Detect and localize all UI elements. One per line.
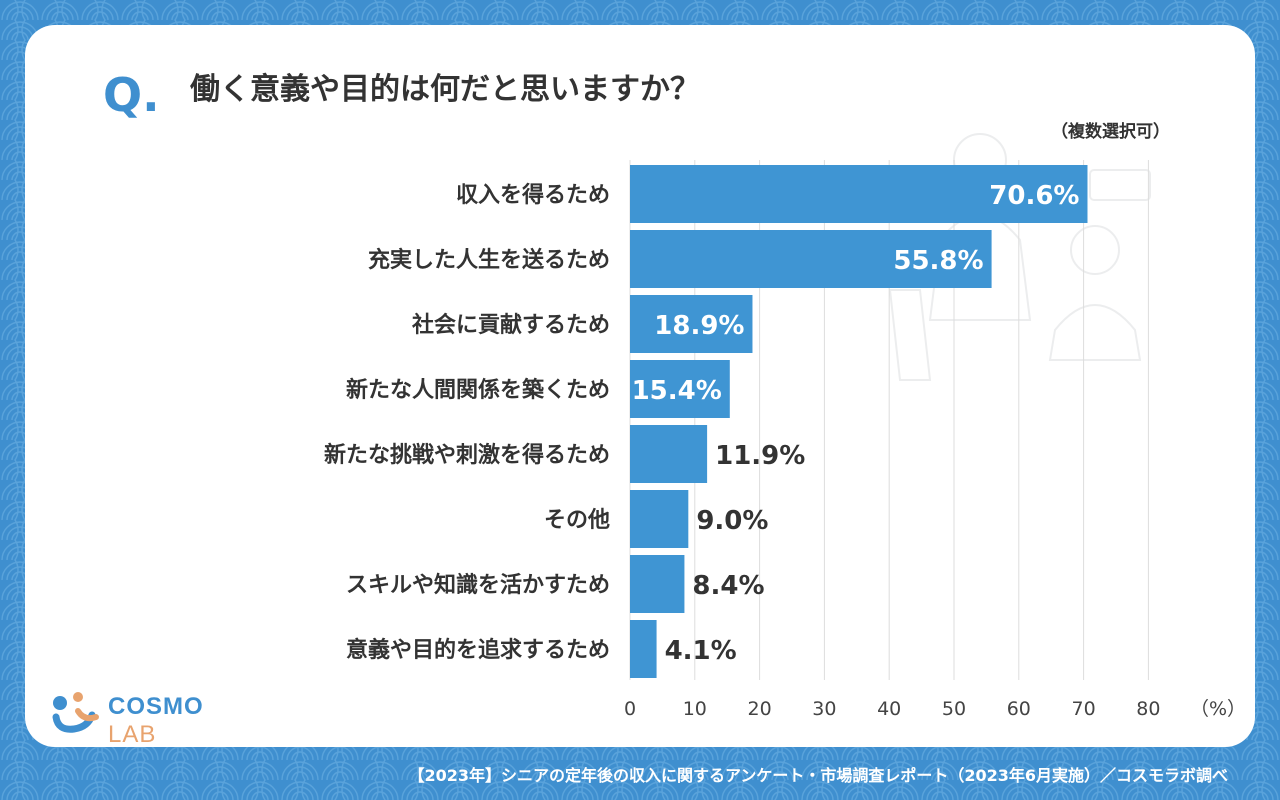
x-tick-label: 70 bbox=[1072, 698, 1096, 720]
logo-text: COSMO LAB bbox=[108, 693, 248, 749]
category-label: 充実した人生を送るため bbox=[368, 247, 610, 273]
logo-sub-text: LAB bbox=[108, 721, 157, 748]
cosmo-lab-logo: COSMO LAB bbox=[48, 685, 248, 748]
category-label: 収入を得るため bbox=[456, 182, 610, 208]
bar bbox=[630, 490, 689, 548]
bar bbox=[630, 230, 992, 288]
multiple-choice-note: （複数選択可） bbox=[1051, 122, 1170, 142]
category-label: 意義や目的を追求するため bbox=[346, 637, 610, 663]
value-label: 11.9% bbox=[715, 441, 805, 471]
category-label: スキルや知識を活かすため bbox=[346, 572, 610, 598]
x-unit-label: （%） bbox=[1190, 698, 1246, 720]
logo-icon bbox=[52, 692, 99, 733]
value-label: 18.9% bbox=[654, 311, 744, 341]
x-tick-label: 40 bbox=[877, 698, 901, 720]
bar bbox=[630, 165, 1088, 223]
value-label: 9.0% bbox=[696, 506, 768, 536]
value-label: 55.8% bbox=[893, 246, 983, 276]
source-footer: 【2023年】シニアの定年後の収入に関するアンケート・市場調査レポート（2023… bbox=[408, 766, 1228, 785]
category-label: 新たな挑戦や刺激を得るため bbox=[324, 442, 610, 468]
x-tick-label: 20 bbox=[748, 698, 772, 720]
category-label: その他 bbox=[544, 508, 610, 533]
category-label: 新たな人間関係を築くため bbox=[346, 377, 610, 403]
bar bbox=[630, 425, 708, 483]
category-label: 社会に貢献するため bbox=[412, 312, 610, 338]
logo-main-text: COSMO bbox=[108, 693, 204, 720]
x-tick-label: 10 bbox=[683, 698, 707, 720]
x-tick-label: 80 bbox=[1136, 698, 1160, 720]
x-tick-label: 30 bbox=[812, 698, 836, 720]
value-label: 8.4% bbox=[692, 571, 764, 601]
value-label: 70.6% bbox=[989, 181, 1079, 211]
x-tick-label: 0 bbox=[624, 698, 636, 720]
question-title: 働く意義や目的は何だと思いますか？ bbox=[190, 72, 700, 107]
question-mark-label: Q. bbox=[103, 68, 160, 122]
bar bbox=[630, 295, 753, 353]
x-tick-label: 60 bbox=[1007, 698, 1031, 720]
bar bbox=[630, 360, 730, 418]
value-label: 15.4% bbox=[632, 376, 722, 406]
bar bbox=[630, 555, 685, 613]
bar bbox=[630, 620, 657, 678]
value-label: 4.1% bbox=[665, 636, 737, 666]
x-tick-label: 50 bbox=[942, 698, 966, 720]
